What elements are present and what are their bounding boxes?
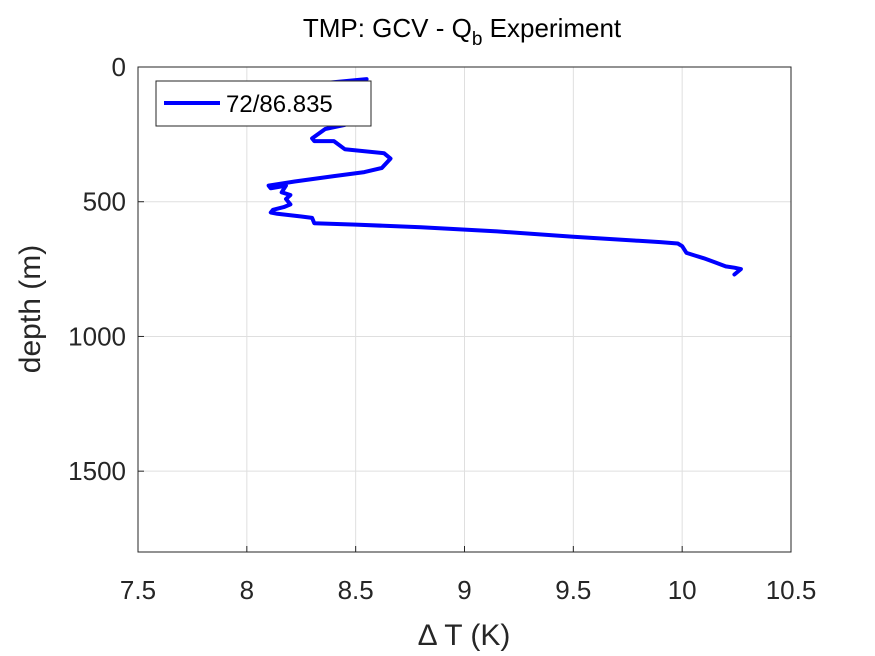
y-tick-label: 0	[112, 52, 126, 82]
chart-title: TMP: GCV - Qb Experiment	[303, 13, 622, 50]
chart-title-prefix: TMP: GCV - Q	[303, 13, 472, 43]
y-tick-labels: 0 500 1000 1500	[68, 52, 144, 486]
chart-title-suffix: Experiment	[482, 13, 621, 43]
y-tick-label: 1500	[68, 456, 126, 486]
series-line	[266, 77, 743, 277]
x-tick-label: 7.5	[120, 575, 156, 605]
x-tick-label: 8	[240, 575, 254, 605]
x-tick-label: 8.5	[338, 575, 374, 605]
x-tick-label: 9.5	[555, 575, 591, 605]
series-layer	[266, 77, 743, 277]
y-tick-label: 1000	[68, 321, 126, 351]
legend: 72/86.835	[155, 80, 372, 127]
legend-entry-label: 72/86.835	[226, 91, 333, 118]
x-tick-label: 9	[457, 575, 471, 605]
chart-title-subscript: b	[472, 29, 483, 50]
x-tick-label: 10	[668, 575, 697, 605]
y-axis-label: depth (m)	[14, 245, 47, 373]
x-tick-labels: 7.5 8 8.5 9 9.5 10 10.5	[120, 546, 816, 605]
grid-lines	[137, 66, 792, 552]
x-axis-label: Δ T (K)	[418, 619, 511, 652]
y-tick-label: 500	[83, 187, 126, 217]
x-tick-label: 10.5	[766, 575, 817, 605]
